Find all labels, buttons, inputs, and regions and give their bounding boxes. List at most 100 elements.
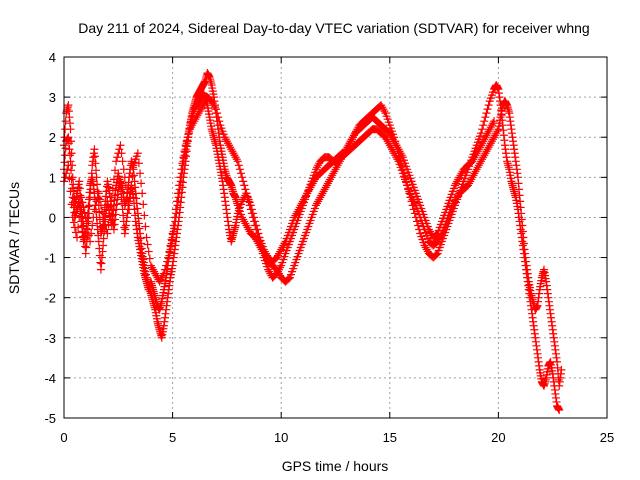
data-point <box>481 149 490 158</box>
data-point <box>490 117 499 126</box>
data-point <box>243 193 252 202</box>
data-point <box>73 233 82 242</box>
data-point <box>93 180 102 189</box>
data-point <box>168 229 177 238</box>
data-point <box>212 105 221 114</box>
data-point <box>128 172 137 181</box>
data-point <box>146 261 155 270</box>
data-point <box>150 267 159 276</box>
y-tick-labels: -5 -4 -3 -2 -1 0 1 2 3 4 <box>44 50 56 426</box>
data-point <box>242 189 251 198</box>
data-point <box>98 207 107 216</box>
data-point <box>433 237 442 246</box>
data-point <box>191 115 200 124</box>
data-point <box>414 221 423 230</box>
data-point <box>241 185 250 194</box>
data-point <box>184 129 193 138</box>
data-point <box>328 171 337 180</box>
y-tick-label: 0 <box>49 210 56 225</box>
data-point <box>469 155 478 164</box>
data-point <box>222 137 231 146</box>
data-point <box>82 219 91 228</box>
data-point <box>147 263 156 272</box>
data-point <box>143 240 152 249</box>
data-point <box>142 233 151 242</box>
data-point <box>475 143 484 152</box>
data-point <box>485 125 494 134</box>
data-point <box>99 213 108 222</box>
data-point <box>450 197 459 206</box>
data-point <box>104 220 113 229</box>
data-point <box>106 202 115 211</box>
data-point <box>313 199 322 208</box>
data-point <box>344 141 353 150</box>
data-point <box>346 137 355 146</box>
data-point <box>466 177 475 186</box>
data-point <box>113 153 122 162</box>
data-point <box>66 157 75 166</box>
data-point <box>273 251 282 260</box>
data-point <box>221 135 230 144</box>
data-point <box>452 179 461 188</box>
data-point <box>171 205 180 214</box>
data-point <box>90 205 99 214</box>
data-point <box>233 157 242 166</box>
data-point <box>185 125 194 134</box>
data-point <box>317 191 326 200</box>
data-point <box>474 161 483 170</box>
data-point <box>145 254 154 263</box>
data-point <box>94 189 103 198</box>
data-point <box>207 97 216 106</box>
data-point <box>265 267 274 276</box>
data-point <box>482 109 491 118</box>
y-tick-label: -4 <box>44 371 56 386</box>
data-point <box>455 173 464 182</box>
data-point <box>197 103 206 112</box>
data-point <box>157 273 166 282</box>
data-point <box>340 149 349 158</box>
data-point <box>107 193 116 202</box>
data-point <box>314 197 323 206</box>
data-point <box>167 235 176 244</box>
data-point <box>243 223 252 232</box>
data-point <box>329 169 338 178</box>
data-point <box>234 161 243 170</box>
data-point <box>78 198 87 207</box>
data-point <box>231 153 240 162</box>
data-point <box>331 165 340 174</box>
data-point <box>277 245 286 254</box>
data-point <box>215 117 224 126</box>
data-point <box>105 211 114 220</box>
data-point <box>227 145 236 154</box>
data-point <box>484 101 493 110</box>
data-point <box>311 201 320 210</box>
data-point <box>138 189 147 198</box>
data-point <box>67 200 76 209</box>
data-point <box>475 159 484 168</box>
plot-area <box>60 69 566 414</box>
data-point <box>165 247 174 256</box>
data-point <box>327 173 336 182</box>
data-point <box>272 269 281 278</box>
data-point <box>90 152 99 161</box>
data-point <box>410 199 419 208</box>
data-point <box>67 175 76 184</box>
data-point <box>81 213 90 222</box>
data-point <box>484 127 493 136</box>
data-point <box>456 171 465 180</box>
data-point <box>477 141 486 150</box>
data-point <box>122 189 131 198</box>
data-point <box>228 147 237 156</box>
data-point <box>385 129 394 138</box>
data-point <box>409 197 418 206</box>
data-point <box>251 221 260 230</box>
data-point <box>166 241 175 250</box>
data-point <box>252 225 261 234</box>
data-point <box>378 103 387 112</box>
data-point <box>85 188 94 197</box>
data-point <box>127 183 136 192</box>
data-point <box>348 133 357 142</box>
data-point <box>77 193 86 202</box>
data-point <box>170 213 179 222</box>
data-point <box>116 141 125 150</box>
